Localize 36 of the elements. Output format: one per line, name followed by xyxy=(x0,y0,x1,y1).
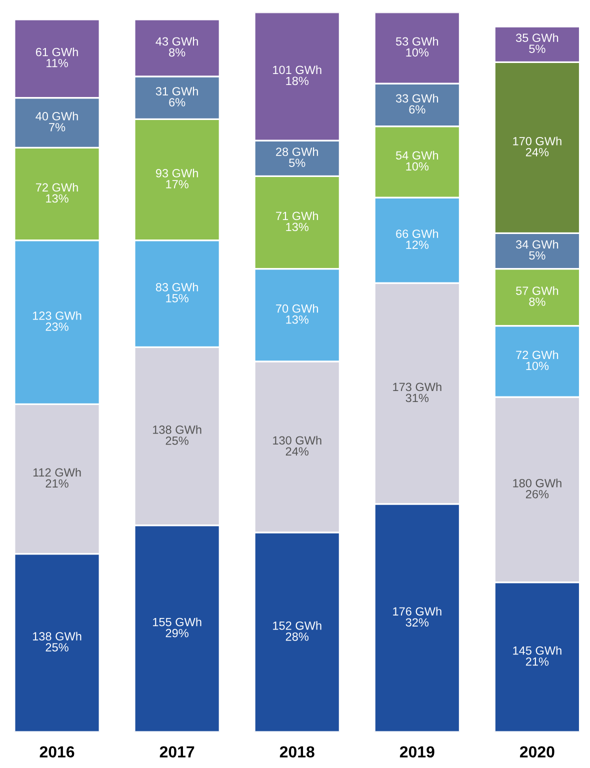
data-label: 70 GWh 13% xyxy=(276,304,318,324)
data-label: 112 GWh 21% xyxy=(33,468,81,488)
data-label: 180 GWh 26% xyxy=(513,478,562,498)
data-label: 34 GWh 5% xyxy=(516,240,558,260)
data-label: 66 GWh 12% xyxy=(396,229,438,249)
data-label: 53 GWh 10% xyxy=(396,36,438,57)
data-label: 123 GWh 23% xyxy=(32,311,82,331)
x-tick-label: 2016 xyxy=(40,746,74,758)
data-label: 61 GWh 11% xyxy=(36,48,78,68)
x-tick-label: 2017 xyxy=(160,746,194,758)
data-label: 101 GWh 18% xyxy=(273,65,322,86)
data-label: 72 GWh 13% xyxy=(36,182,78,203)
data-label: 71 GWh 13% xyxy=(276,211,318,232)
data-label: 72 GWh 10% xyxy=(516,350,558,370)
data-label: 54 GWh 10% xyxy=(396,150,438,171)
x-tick-label: 2018 xyxy=(280,746,314,758)
data-label: 57 GWh 8% xyxy=(516,286,558,306)
data-label: 33 GWh 6% xyxy=(396,94,438,114)
data-label: 145 GWh 21% xyxy=(513,646,562,666)
data-label: 43 GWh 8% xyxy=(156,36,198,57)
data-label: 170 GWh 24% xyxy=(513,136,562,156)
data-label: 138 GWh 25% xyxy=(32,632,82,652)
data-label: 138 GWh 25% xyxy=(153,425,202,445)
data-label: 28 GWh 5% xyxy=(276,147,318,168)
data-label: 176 GWh 32% xyxy=(393,606,442,627)
data-label: 35 GWh 5% xyxy=(516,33,558,54)
data-label: 152 GWh 28% xyxy=(273,621,322,641)
x-tick-label: 2020 xyxy=(520,746,554,758)
data-label: 173 GWh 31% xyxy=(393,382,442,402)
data-label: 155 GWh 29% xyxy=(153,618,202,638)
data-label: 83 GWh 15% xyxy=(156,282,198,302)
data-label: 31 GWh 6% xyxy=(156,86,198,106)
data-label: 93 GWh 17% xyxy=(156,168,198,188)
data-label: 40 GWh 7% xyxy=(36,112,78,132)
data-label: 130 GWh 24% xyxy=(273,436,322,456)
x-tick-label: 2019 xyxy=(400,746,434,758)
